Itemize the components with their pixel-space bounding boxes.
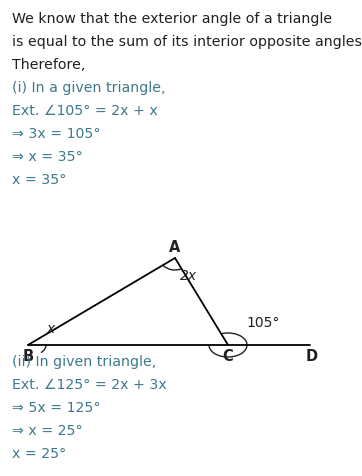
Text: Ext. ∠125° = 2x + 3x: Ext. ∠125° = 2x + 3x — [12, 378, 167, 392]
Text: x: x — [46, 322, 54, 336]
Text: ⇒ 5x = 125°: ⇒ 5x = 125° — [12, 401, 101, 415]
Text: C: C — [223, 349, 233, 364]
Text: Ext. ∠105° = 2x + x: Ext. ∠105° = 2x + x — [12, 104, 158, 118]
Text: ⇒ 3x = 105°: ⇒ 3x = 105° — [12, 127, 101, 141]
Text: 2x: 2x — [180, 269, 198, 283]
Text: x = 35°: x = 35° — [12, 173, 66, 187]
Text: B: B — [22, 349, 34, 364]
Text: is equal to the sum of its interior opposite angles.: is equal to the sum of its interior oppo… — [12, 35, 362, 49]
Text: x = 25°: x = 25° — [12, 447, 66, 461]
Text: (i) In a given triangle,: (i) In a given triangle, — [12, 81, 165, 95]
Text: (ii) In given triangle,: (ii) In given triangle, — [12, 355, 156, 369]
Text: ⇒ x = 35°: ⇒ x = 35° — [12, 150, 83, 164]
Text: We know that the exterior angle of a triangle: We know that the exterior angle of a tri… — [12, 12, 332, 26]
Text: 105°: 105° — [246, 316, 279, 330]
Text: Therefore,: Therefore, — [12, 58, 85, 72]
Text: A: A — [169, 240, 181, 255]
Text: D: D — [306, 349, 318, 364]
Text: ⇒ x = 25°: ⇒ x = 25° — [12, 424, 83, 438]
